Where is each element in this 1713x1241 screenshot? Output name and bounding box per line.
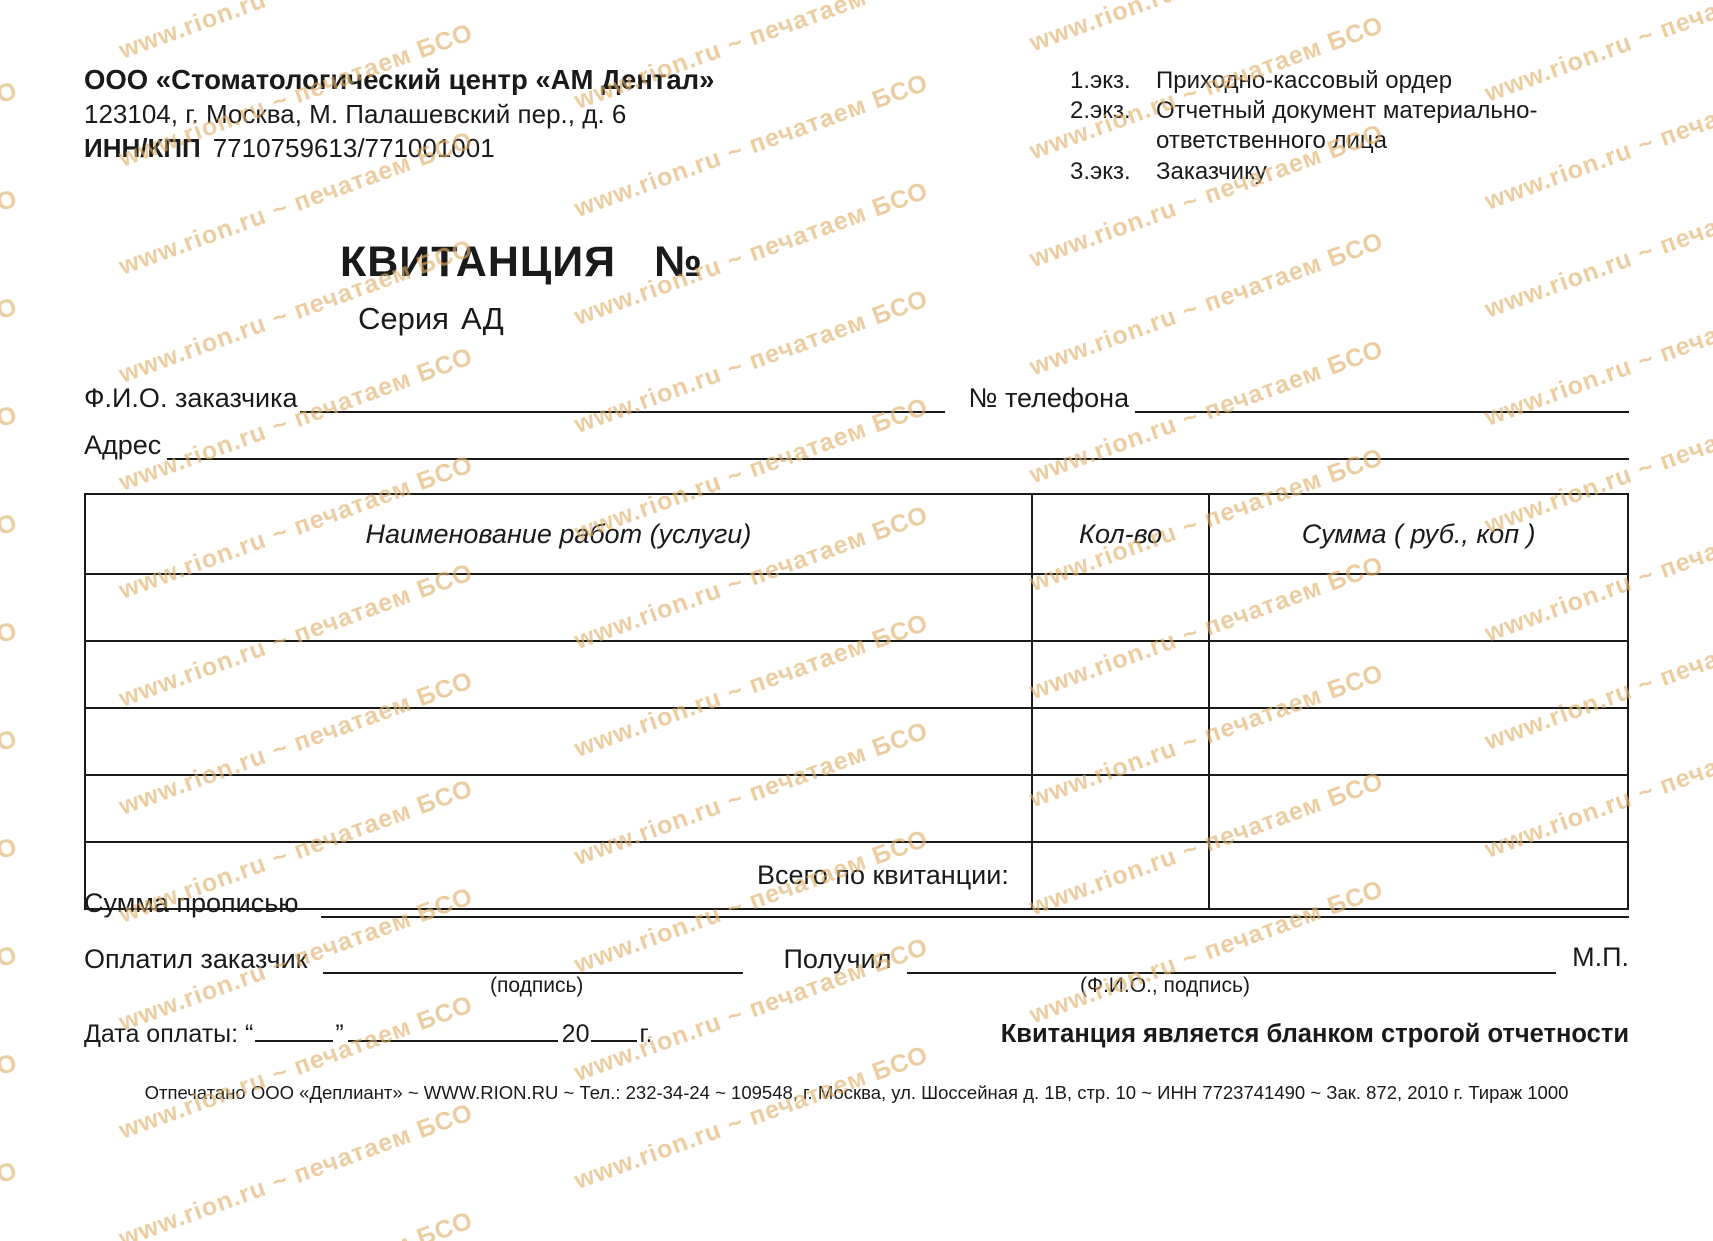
payment-date-label: Дата оплаты: <box>84 1020 239 1048</box>
organization-name: ООО «Стоматологический центр «АМ Дентал» <box>84 64 715 95</box>
fio-label: Ф.И.О. заказчика <box>84 383 298 413</box>
customer-address-row: Адрес <box>84 432 1629 462</box>
phone-label: № телефона <box>968 383 1130 413</box>
series-label: Серия <box>358 301 449 336</box>
total-label: Всего по квитанции: <box>84 841 1033 910</box>
cell-sum[interactable] <box>1208 774 1629 843</box>
stamp-place-label: М.П. <box>1572 942 1629 972</box>
copy-text-2: Отчетный документ материально-ответствен… <box>1156 97 1538 155</box>
cell-qty[interactable] <box>1030 640 1211 709</box>
services-table-body: Всего по квитанции: <box>84 573 1629 910</box>
table-row[interactable] <box>84 573 1629 642</box>
cell-name[interactable] <box>84 573 1033 642</box>
cell-sum[interactable] <box>1208 707 1629 776</box>
fio-input-line[interactable] <box>299 411 945 413</box>
table-row[interactable] <box>84 707 1629 776</box>
services-table: Наименование работ (услуги) Кол-во Сумма… <box>84 493 1629 910</box>
copy-text-1: Приходно-кассовый ордер <box>1156 67 1453 94</box>
cell-name[interactable] <box>84 774 1033 843</box>
address-input-line[interactable] <box>167 458 1629 460</box>
date-quote-open: “ <box>245 1020 254 1048</box>
column-header-qty: Кол-во <box>1030 493 1211 575</box>
date-year-input[interactable] <box>591 1040 638 1042</box>
cell-sum[interactable] <box>1208 640 1629 709</box>
copy-number-1: 1.экз. <box>1070 67 1131 94</box>
watermark-text: www.rion.ru ~ печатаем БСОwww.rion.ru ~ … <box>0 0 1713 15</box>
date-day-input[interactable] <box>255 1040 334 1042</box>
copy-item-2: 2.экз. Отчетный документ материально-отв… <box>1070 96 1690 156</box>
table-header-row: Наименование работ (услуги) Кол-во Сумма… <box>84 493 1629 575</box>
total-qty-cell[interactable] <box>1030 841 1211 910</box>
paid-by-label: Оплатил заказчик <box>84 944 308 974</box>
amount-in-words-label: Сумма прописью <box>84 888 299 918</box>
copy-item-1: 1.экз. Приходно-кассовый ордер <box>1070 66 1690 96</box>
copy-number-3: 3.экз. <box>1070 157 1131 185</box>
phone-input-line[interactable] <box>1135 411 1629 413</box>
series-block: Серия АД <box>358 301 703 337</box>
copies-legend: 1.экз. Приходно-кассовый ордер 2.экз. От… <box>1070 66 1690 187</box>
copy-text-3: Заказчику <box>1156 157 1267 185</box>
organization-address: 123104, г. Москва, М. Палашевский пер., … <box>84 98 627 129</box>
table-total-row: Всего по квитанции: <box>84 841 1629 910</box>
inn-kpp-label: ИНН/КПП <box>84 132 201 163</box>
date-year-suffix: г. <box>639 1020 653 1048</box>
received-by-signature-line[interactable] <box>907 972 1557 974</box>
total-sum-cell[interactable] <box>1208 841 1629 910</box>
cell-sum[interactable] <box>1208 573 1629 642</box>
inn-kpp-value: 7710759613/771001001 <box>212 132 495 163</box>
amount-in-words-row: Сумма прописью <box>84 890 1629 920</box>
cell-qty[interactable] <box>1030 774 1211 843</box>
amount-in-words-input-line[interactable] <box>320 916 1629 918</box>
organization-inn-kpp: ИНН/КПП 7710759613/771001001 <box>84 132 984 166</box>
received-by-label: Получил <box>783 944 892 974</box>
table-row[interactable] <box>84 774 1629 843</box>
date-year-prefix: 20 <box>561 1020 590 1048</box>
printer-imprint: Отпечатано ООО «Деплиант» ~ WWW.RION.RU … <box>144 1082 1569 1103</box>
address-label: Адрес <box>84 430 162 460</box>
received-by-sublabel: (Ф.И.О., подпись) <box>1080 974 1250 997</box>
copy-item-3: 3.экз. Заказчику <box>1070 157 1690 187</box>
signature-row: Оплатил заказчик Получил М.П. <box>84 942 1629 976</box>
column-header-name: Наименование работ (услуги) <box>84 493 1033 575</box>
services-table-head: Наименование работ (услуги) Кол-во Сумма… <box>84 493 1629 575</box>
cell-name[interactable] <box>84 707 1033 776</box>
document-title: КВИТАНЦИЯ № <box>340 238 703 287</box>
table-row[interactable] <box>84 640 1629 709</box>
title-text: КВИТАНЦИЯ <box>340 238 617 286</box>
cell-qty[interactable] <box>1030 707 1211 776</box>
customer-name-row: Ф.И.О. заказчика № телефона <box>84 385 1629 415</box>
payment-date-row[interactable]: Дата оплаты: “ ” 20 г. <box>84 1020 653 1049</box>
date-month-input[interactable] <box>347 1040 558 1042</box>
number-sign: № <box>654 238 704 286</box>
date-quote-close: ” <box>335 1020 344 1048</box>
paid-by-signature-line[interactable] <box>323 972 744 974</box>
title-block: КВИТАНЦИЯ № Серия АД <box>340 238 703 337</box>
bso-notice: Квитанция является бланком строгой отчет… <box>1000 1020 1629 1048</box>
paid-by-sublabel: (подпись) <box>490 974 584 997</box>
organization-header: ООО «Стоматологический центр «АМ Дентал»… <box>84 62 984 165</box>
series-value: АД <box>460 301 504 336</box>
cell-qty[interactable] <box>1030 573 1211 642</box>
column-header-sum: Сумма ( руб., коп ) <box>1208 493 1629 575</box>
copy-number-2: 2.экз. <box>1070 97 1131 125</box>
cell-name[interactable] <box>84 640 1033 709</box>
